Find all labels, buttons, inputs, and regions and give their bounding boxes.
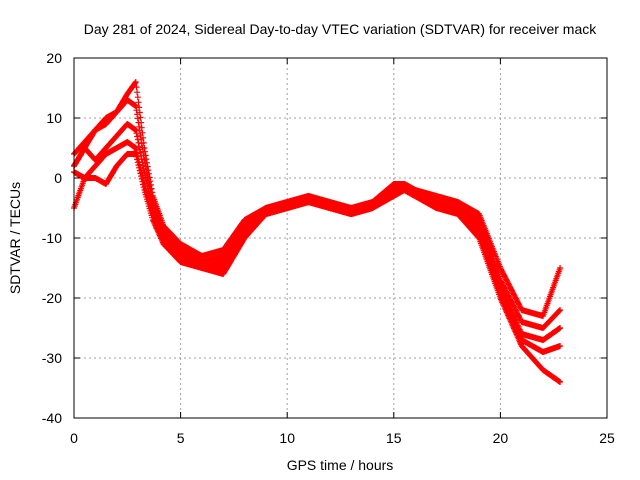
x-tick-label: 15 (386, 430, 402, 446)
axis-ticks: 0 5 10 15 20 25 -40 -30 -20 -10 0 10 20 (42, 50, 615, 446)
y-tick-label: 20 (46, 50, 62, 66)
y-tick-label: -40 (42, 410, 62, 426)
x-tick-label: 25 (599, 430, 615, 446)
series-track-2 (71, 97, 564, 331)
y-tick-label: -30 (42, 350, 62, 366)
x-tick-label: 20 (493, 430, 509, 446)
y-tick-label: 10 (46, 110, 62, 126)
grid (74, 58, 607, 418)
y-tick-label: -20 (42, 290, 62, 306)
x-tick-label: 0 (70, 430, 78, 446)
plot-area (71, 79, 564, 385)
x-axis-label: GPS time / hours (287, 457, 394, 473)
x-tick-label: 10 (279, 430, 295, 446)
y-tick-label: -10 (42, 230, 62, 246)
y-axis-label: SDTVAR / TECUs (7, 182, 23, 294)
x-tick-label: 5 (177, 430, 185, 446)
chart-title: Day 281 of 2024, Sidereal Day-to-day VTE… (84, 21, 597, 37)
y-tick-label: 0 (54, 170, 62, 186)
